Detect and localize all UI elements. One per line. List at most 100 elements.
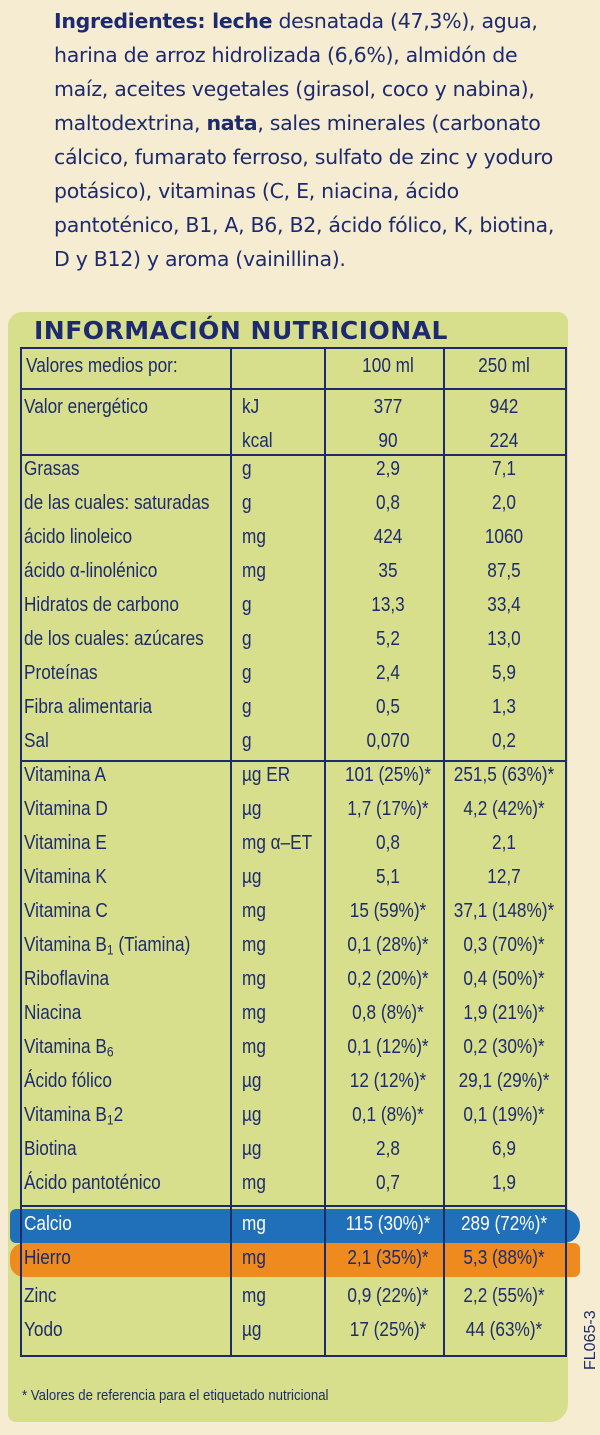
row-value-100ml: 2,9 [375, 458, 400, 480]
row-value-100ml: 2,4 [375, 662, 400, 684]
row-value-250ml: 289 (72%)* [460, 1213, 548, 1235]
row-unit: µg [242, 1319, 262, 1341]
row-unit: g [242, 628, 252, 650]
row-name: ácido α-linolénico [24, 560, 158, 582]
row-value-100ml: 0,1 (28%)* [346, 934, 429, 956]
row-value-100ml: 2,8 [375, 1138, 400, 1160]
grid-line-macros [20, 760, 565, 762]
row-value-250ml: 0,2 [492, 730, 516, 752]
row-value-250ml: 0,3 (70%)* [463, 934, 545, 956]
row-value-100ml: 15 (59%)* [349, 900, 426, 922]
row-unit: mg α–ET [242, 832, 313, 854]
row-value-250ml: 1,9 [492, 1172, 516, 1194]
row-name: de las cuales: saturadas [24, 492, 210, 514]
row-unit: µg [242, 798, 262, 820]
row-value-100ml: 101 (25%)* [344, 764, 431, 786]
row-value-100ml: 0,5 [375, 696, 400, 718]
header-col-250ml: 250 ml [478, 355, 530, 377]
ingredient-leche: leche [212, 9, 273, 33]
row-value-250ml: 0,4 (50%)* [463, 968, 545, 990]
row-unit: mg [242, 934, 266, 956]
row-value-250ml: 29,1 (29%)* [458, 1070, 550, 1092]
row-unit: mg [242, 1285, 266, 1307]
product-code: FL065-3 [582, 1310, 599, 1370]
row-value-250ml: 942 [489, 396, 519, 418]
row-value-250ml: 251,5 (63%)* [453, 764, 555, 786]
row-name: Fibra alimentaria [24, 696, 153, 718]
row-value-250ml: 5,3 (88%)* [463, 1247, 545, 1269]
row-unit: µg [242, 866, 262, 888]
row-value-250ml: 0,2 (30%)* [463, 1036, 545, 1058]
row-value-100ml: 377 [373, 396, 402, 418]
nutrition-title: INFORMACIÓN NUTRICIONAL [34, 316, 448, 345]
ingredients-text: Ingredientes: leche desnatada (47,3%), a… [54, 4, 574, 276]
row-value-100ml: 0,1 (8%)* [351, 1104, 424, 1126]
row-value-250ml: 2,2 (55%)* [463, 1285, 545, 1307]
row-name: Niacina [24, 1002, 82, 1024]
row-unit: mg [242, 1247, 266, 1269]
row-unit: g [242, 730, 252, 752]
row-unit: µg [242, 1138, 262, 1160]
row-name: Vitamina K [24, 866, 107, 888]
row-unit: g [242, 458, 252, 480]
row-name: Ácido pantoténico [24, 1172, 161, 1194]
row-value-100ml: 0,9 (22%)* [346, 1285, 429, 1307]
row-value-100ml: 424 [373, 526, 402, 548]
row-name: Proteínas [24, 662, 98, 684]
ingredient-nata: nata [206, 111, 258, 135]
row-name: Vitamina B6 [24, 1036, 114, 1060]
row-value-100ml: 90 [377, 430, 398, 452]
row-value-100ml: 5,1 [375, 866, 400, 888]
row-name: Riboflavina [24, 968, 110, 990]
row-unit: kJ [242, 396, 260, 418]
row-value-250ml: 33,4 [487, 594, 521, 616]
row-value-250ml: 4,2 (42%)* [463, 798, 545, 820]
row-name: Hierro [24, 1247, 71, 1269]
row-value-250ml: 1060 [484, 526, 524, 548]
grid-line-v-col1 [324, 347, 326, 1357]
row-name: ácido linoleico [24, 526, 133, 548]
row-unit: g [242, 594, 252, 616]
row-value-100ml: 12 (12%)* [349, 1070, 426, 1092]
row-name: Vitamina B12 [24, 1104, 124, 1128]
row-value-250ml: 87,5 [487, 560, 521, 582]
row-unit: µg [242, 1104, 262, 1126]
row-value-250ml: 2,0 [492, 492, 516, 514]
row-value-100ml: 0,7 [375, 1172, 400, 1194]
grid-line-energy [20, 454, 565, 456]
row-name: Hidratos de carbono [24, 594, 179, 616]
row-value-250ml: 44 (63%)* [465, 1319, 543, 1341]
row-value-100ml: 13,3 [370, 594, 405, 616]
grid-line-bottom [20, 1355, 565, 1357]
grid-line-header [20, 388, 565, 390]
highlight-hierro [10, 1243, 580, 1277]
row-value-250ml: 2,1 [492, 832, 516, 854]
row-name: Vitamina C [24, 900, 108, 922]
row-name: Vitamina E [24, 832, 107, 854]
ingredients-part-3: , sales minerales (carbonato cálcico, fu… [54, 111, 555, 271]
row-value-250ml: 13,0 [487, 628, 521, 650]
grid-line-top [20, 347, 565, 349]
row-unit: mg [242, 900, 266, 922]
row-unit: mg [242, 1172, 266, 1194]
row-value-250ml: 5,9 [492, 662, 516, 684]
row-unit: mg [242, 1036, 266, 1058]
row-name: Vitamina A [24, 764, 106, 786]
row-unit: mg [242, 1002, 266, 1024]
row-name: Biotina [24, 1138, 77, 1160]
grid-line-vitamins [20, 1205, 565, 1207]
row-value-100ml: 5,2 [375, 628, 400, 650]
grid-line-v-right [565, 347, 567, 1357]
row-name: Ácido fólico [24, 1070, 112, 1092]
row-value-100ml: 17 (25%)* [349, 1319, 426, 1341]
row-value-100ml: 1,7 (17%)* [346, 798, 429, 820]
row-value-100ml: 0,8 (8%)* [351, 1002, 424, 1024]
row-unit: mg [242, 526, 266, 548]
row-name: Sal [24, 730, 49, 752]
row-value-250ml: 224 [489, 430, 519, 452]
ingredients-part-1: desnatada (47,3%), agua, harina de arroz… [54, 9, 538, 135]
row-value-100ml: 0,2 (20%)* [346, 968, 429, 990]
row-value-100ml: 0,8 [375, 832, 400, 854]
row-value-100ml: 115 (30%)* [345, 1213, 430, 1235]
row-value-250ml: 12,7 [487, 866, 521, 888]
